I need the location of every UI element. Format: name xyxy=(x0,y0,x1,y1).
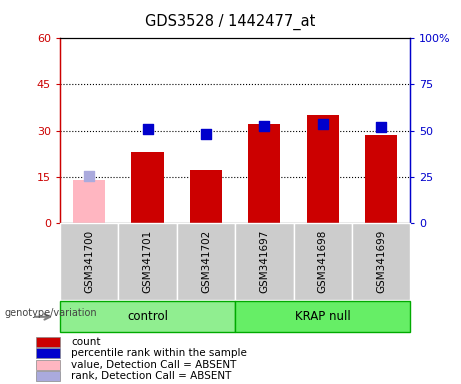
Point xyxy=(319,121,326,127)
Bar xyxy=(248,124,280,223)
Text: GSM341699: GSM341699 xyxy=(376,229,386,293)
Point xyxy=(202,131,210,137)
Point xyxy=(378,124,385,130)
Bar xyxy=(235,301,410,332)
Text: count: count xyxy=(71,337,100,347)
Text: rank, Detection Call = ABSENT: rank, Detection Call = ABSENT xyxy=(71,371,231,381)
Text: percentile rank within the sample: percentile rank within the sample xyxy=(71,348,247,358)
Bar xyxy=(36,371,60,381)
Text: GSM341698: GSM341698 xyxy=(318,229,328,293)
Bar xyxy=(352,223,410,300)
Bar xyxy=(36,348,60,358)
Point xyxy=(144,126,151,132)
Bar xyxy=(190,170,222,223)
Bar xyxy=(294,223,352,300)
Bar xyxy=(73,180,105,223)
Bar xyxy=(235,223,294,300)
Text: GSM341697: GSM341697 xyxy=(259,229,269,293)
Text: GSM341700: GSM341700 xyxy=(84,230,94,293)
Text: control: control xyxy=(127,310,168,323)
Text: GDS3528 / 1442477_at: GDS3528 / 1442477_at xyxy=(145,13,316,30)
Bar xyxy=(60,301,235,332)
Point xyxy=(85,173,93,179)
Bar xyxy=(307,115,339,223)
Bar xyxy=(177,223,235,300)
Bar xyxy=(60,223,118,300)
Text: genotype/variation: genotype/variation xyxy=(5,308,97,318)
Text: GSM341701: GSM341701 xyxy=(142,230,153,293)
Bar xyxy=(365,135,397,223)
Point xyxy=(260,123,268,129)
Bar xyxy=(36,337,60,347)
Bar xyxy=(118,223,177,300)
Text: GSM341702: GSM341702 xyxy=(201,230,211,293)
Text: KRAP null: KRAP null xyxy=(295,310,350,323)
Bar xyxy=(36,360,60,370)
Bar xyxy=(131,152,164,223)
Text: value, Detection Call = ABSENT: value, Detection Call = ABSENT xyxy=(71,360,236,370)
